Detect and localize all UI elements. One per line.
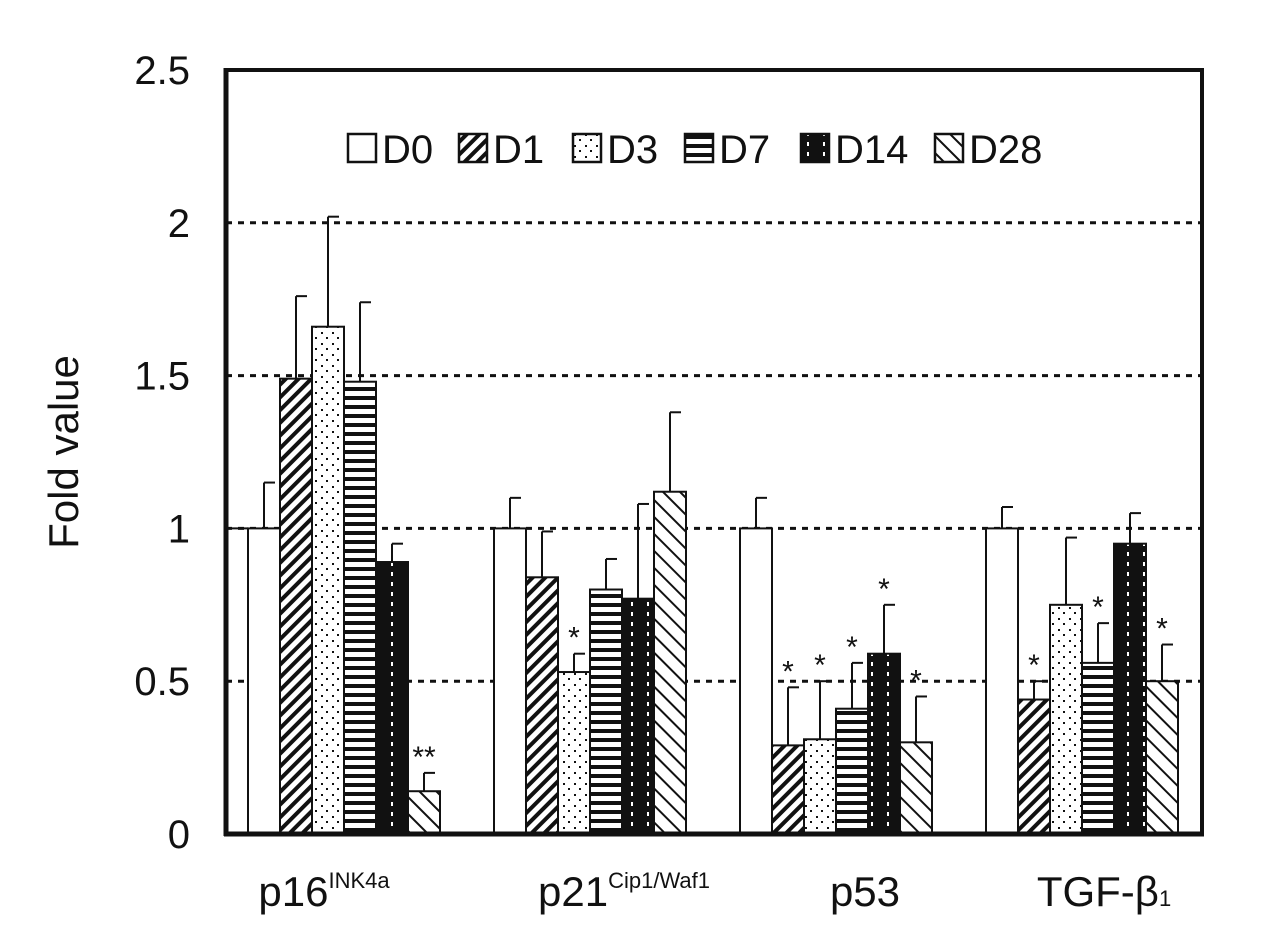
significance-marker: * [1092, 591, 1104, 624]
significance-marker: * [1028, 649, 1040, 682]
significance-marker: * [878, 573, 890, 606]
bar-d7 [589, 588, 623, 836]
bar-d7 [343, 380, 377, 835]
bar-d3 [803, 738, 837, 835]
bar-d28 [899, 741, 933, 836]
legend-swatch-d14 [799, 132, 831, 164]
bar-d0 [493, 527, 527, 836]
significance-marker: * [846, 631, 858, 664]
legend-label-d7: D7 [719, 128, 770, 172]
bar-d28 [407, 790, 441, 836]
bar-d7 [835, 707, 869, 835]
bar-d14 [375, 561, 409, 835]
legend-label-d14: D14 [835, 128, 908, 172]
axes [223, 68, 1204, 837]
significance-marker: * [1156, 613, 1168, 646]
significance-marker: * [910, 664, 922, 697]
category-main: p53 [830, 868, 900, 915]
category-main: p16 [258, 868, 328, 915]
bar-d1 [1017, 698, 1051, 836]
bar-d0 [985, 527, 1019, 836]
y-axis-title: Fold value [40, 355, 87, 549]
legend-swatch-d3 [571, 132, 603, 164]
bars: **** **** *** [226, 215, 1179, 836]
bar-d7 [1081, 661, 1115, 836]
significance-marker: ** [412, 741, 436, 774]
y-tick-label: 2.5 [134, 49, 190, 93]
category-label: p21Cip1/Waf1 [538, 868, 710, 915]
bar-d3 [1049, 603, 1083, 835]
category-labels: p16INK4a p21Cip1/Waf1 p53 TGF-β1 [258, 868, 1171, 915]
legend-swatch-d28 [933, 132, 965, 164]
bar-d14 [867, 652, 901, 835]
y-tick-label: 1.5 [134, 355, 190, 399]
bar-d3 [311, 325, 345, 835]
category-main: p21 [538, 868, 608, 915]
legend-label-d28: D28 [969, 128, 1042, 172]
legend: D0 D1 D3 D7 D14 D28 [346, 128, 1042, 172]
significance-marker: * [814, 649, 826, 682]
legend-swatch-d0 [346, 132, 378, 164]
category-label: p53 [830, 868, 900, 915]
significance-marker: * [568, 622, 580, 655]
legend-label-d0: D0 [382, 128, 433, 172]
legend-swatch-d7 [683, 132, 715, 164]
bar-d14 [621, 597, 655, 835]
bar-d3 [557, 671, 591, 835]
significance-marker: * [782, 655, 794, 688]
legend-swatch-d1 [457, 132, 489, 164]
category-label: p16INK4a [258, 868, 390, 915]
y-tick-label: 0 [168, 813, 190, 857]
bar-d0 [739, 527, 773, 836]
bar-d28 [653, 490, 687, 835]
bar-d1 [771, 744, 805, 835]
y-tick-label: 1 [168, 507, 190, 551]
bar-d14 [1113, 542, 1147, 835]
bar-d1 [279, 377, 313, 835]
category-subscript: 1 [1159, 886, 1171, 911]
bar-d1 [525, 576, 559, 836]
y-tick-label: 0.5 [134, 660, 190, 704]
y-tick-labels: 0 0.5 1 1.5 2 2.5 [134, 49, 190, 857]
bar-d28 [1145, 680, 1179, 836]
legend-label-d1: D1 [493, 128, 544, 172]
category-superscript: INK4a [328, 868, 390, 893]
category-main: TGF-β [1037, 868, 1159, 915]
bar-d0 [247, 527, 281, 836]
category-label: TGF-β1 [1037, 868, 1171, 915]
y-tick-label: 2 [168, 202, 190, 246]
category-superscript: Cip1/Waf1 [608, 868, 710, 893]
legend-label-d3: D3 [607, 128, 658, 172]
